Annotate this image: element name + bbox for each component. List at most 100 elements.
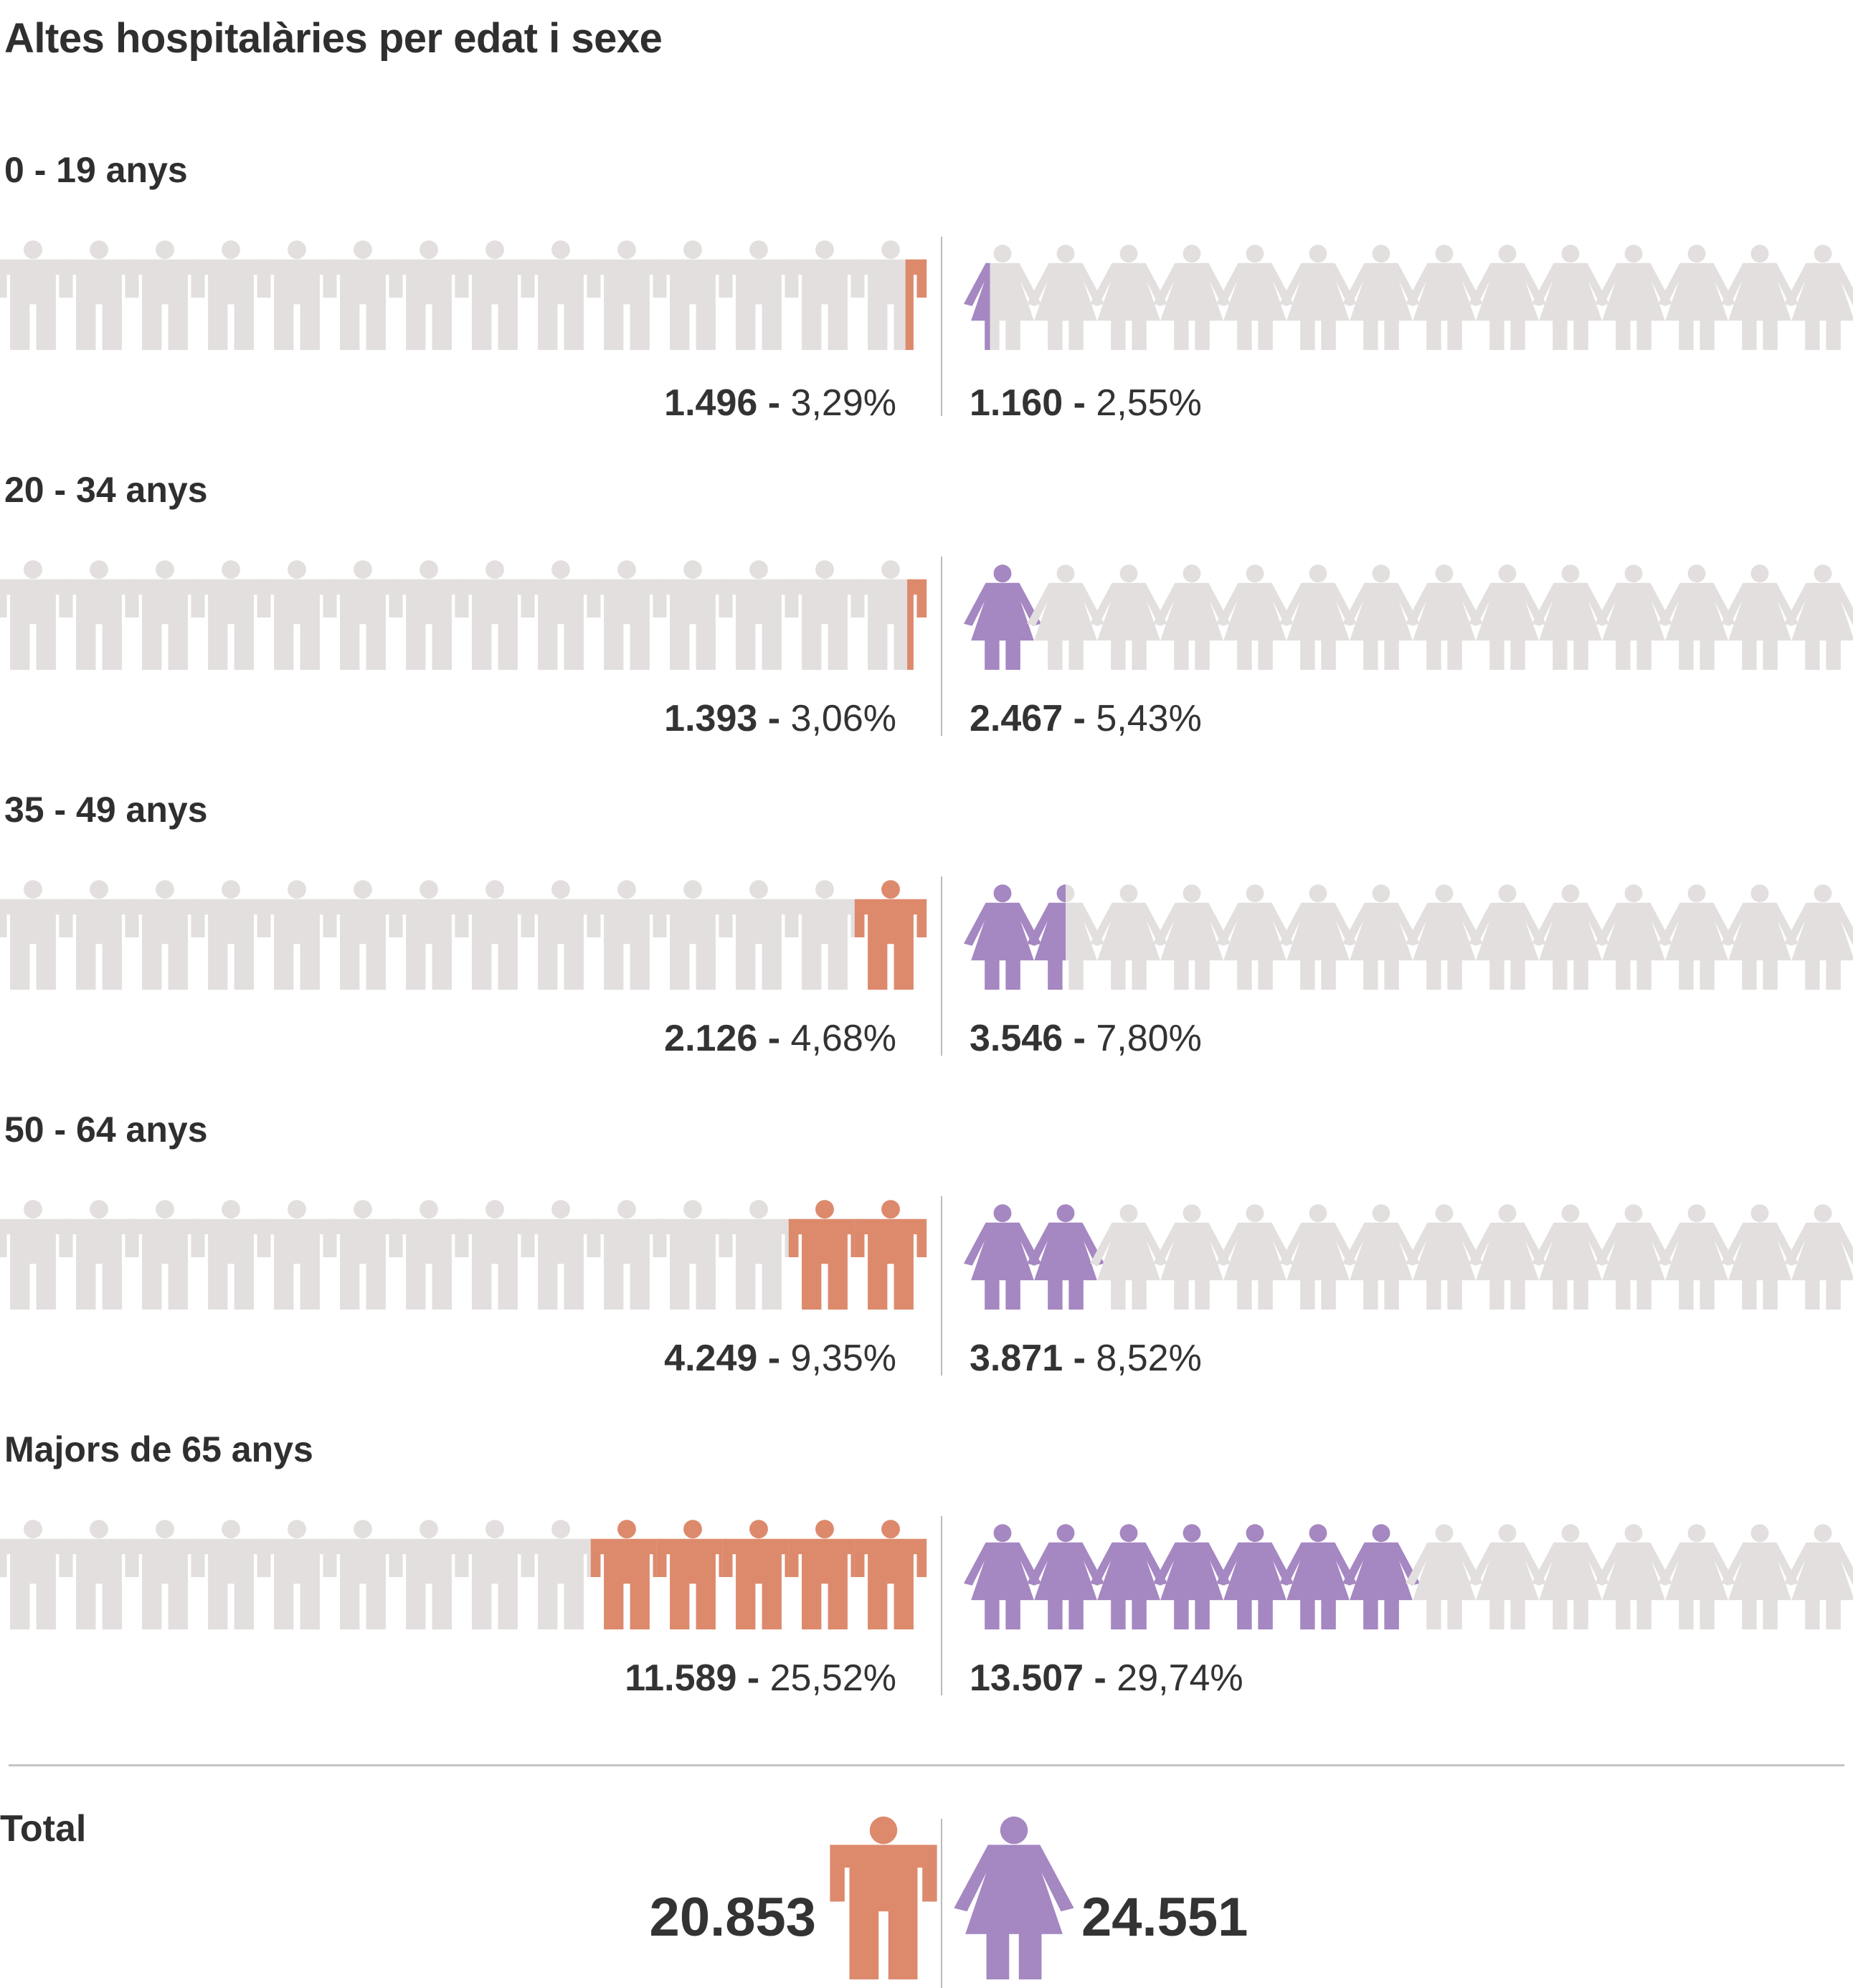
group-label-0: 0 - 19 anys — [4, 150, 188, 190]
female-icon — [1658, 245, 1735, 350]
female-icon — [964, 1204, 1041, 1310]
male-icon — [722, 880, 795, 990]
female-icon — [1153, 1524, 1231, 1629]
male-icon — [722, 240, 795, 350]
female-icon — [1532, 1204, 1609, 1310]
female-icon — [1279, 564, 1357, 670]
female-icon — [1216, 245, 1294, 350]
female-icon — [964, 564, 1041, 670]
male-icon — [392, 1200, 465, 1310]
female-icon — [1153, 884, 1231, 990]
male-icon — [128, 240, 202, 350]
male-stat-0: 1.496 - 3,29% — [664, 382, 896, 424]
icon-row-4 — [0, 1520, 1853, 1629]
male-icon — [326, 880, 399, 990]
sex-divider — [941, 1516, 942, 1695]
female-icon — [1090, 1204, 1167, 1310]
female-icon — [1279, 245, 1357, 350]
female-icon — [1216, 1524, 1294, 1629]
female-icon — [1216, 1204, 1294, 1310]
male-icon — [0, 560, 70, 670]
male-icon — [62, 240, 136, 350]
total-male-value: 20.853 — [649, 1887, 816, 1948]
female-icon — [1027, 884, 1104, 990]
female-icon — [1595, 884, 1672, 990]
male-icon — [788, 1200, 861, 1310]
male-icon — [722, 560, 795, 670]
male-icon — [62, 880, 136, 990]
female-icon — [1153, 245, 1231, 350]
female-icon — [1342, 564, 1420, 670]
female-icon — [1469, 1524, 1546, 1629]
male-icon — [392, 1520, 465, 1629]
female-icon — [1027, 564, 1104, 670]
female-stat-4: 13.507 - 29,74% — [970, 1657, 1243, 1699]
male-stat-1: 1.393 - 3,06% — [664, 698, 896, 739]
male-icon — [788, 1520, 861, 1629]
group-label-2: 35 - 49 anys — [4, 790, 208, 830]
male-icon — [326, 560, 399, 670]
male-icon — [656, 560, 729, 670]
female-icon — [1342, 884, 1420, 990]
female-icon — [1532, 884, 1609, 990]
female-icon — [1406, 1204, 1483, 1310]
sex-divider — [941, 1819, 942, 1988]
male-icon — [656, 1200, 729, 1310]
male-icon — [722, 1520, 795, 1629]
female-icon — [1027, 245, 1104, 350]
female-icon — [1595, 1524, 1672, 1629]
female-icon — [1658, 884, 1735, 990]
female-icon — [1153, 564, 1231, 670]
male-stat-4: 11.589 - 25,52% — [625, 1657, 896, 1699]
female-icon — [964, 245, 1041, 350]
sex-divider — [941, 237, 942, 416]
female-stat-0: 1.160 - 2,55% — [970, 382, 1202, 424]
group-label-1: 20 - 34 anys — [4, 470, 208, 510]
male-icon — [788, 240, 861, 350]
male-icon — [326, 240, 399, 350]
male-icon — [0, 240, 70, 350]
male-icon — [194, 880, 267, 990]
female-icon — [1784, 884, 1853, 990]
total-female-icon — [954, 1816, 1074, 1979]
female-icon — [964, 884, 1041, 990]
male-icon — [260, 240, 333, 350]
male-icon — [458, 560, 531, 670]
male-stat-3: 4.249 - 9,35% — [664, 1338, 896, 1379]
female-icon — [1658, 1524, 1735, 1629]
female-icon — [1027, 1524, 1104, 1629]
male-icon — [392, 560, 465, 670]
female-icon — [1342, 1204, 1420, 1310]
female-icon — [1721, 884, 1798, 990]
group-label-3: 50 - 64 anys — [4, 1109, 208, 1150]
male-icon — [854, 1520, 927, 1629]
icon-row-3 — [0, 1200, 1853, 1310]
male-icon — [326, 1200, 399, 1310]
female-icon — [1721, 245, 1798, 350]
female-icon — [1342, 245, 1420, 350]
male-icon — [260, 1200, 333, 1310]
male-icon — [458, 240, 531, 350]
male-icon — [458, 1200, 531, 1310]
female-icon — [964, 1524, 1041, 1629]
male-icon — [458, 1520, 531, 1629]
group-label-4: Majors de 65 anys — [4, 1429, 313, 1469]
female-icon — [1595, 1204, 1672, 1310]
female-icon — [1721, 564, 1798, 670]
male-icon — [854, 1200, 927, 1310]
chart-title: Altes hospitalàries per edat i sexe — [4, 15, 663, 62]
female-icon — [1216, 564, 1294, 670]
male-icon — [0, 1520, 70, 1629]
male-icon — [128, 880, 202, 990]
male-icon — [788, 880, 861, 990]
female-icon — [1721, 1524, 1798, 1629]
female-stat-2: 3.546 - 7,80% — [970, 1018, 1202, 1059]
male-icon — [458, 880, 531, 990]
female-icon — [1469, 564, 1546, 670]
icon-row-0 — [0, 240, 1853, 350]
male-icon — [788, 560, 861, 670]
male-icon — [260, 880, 333, 990]
female-icon — [1216, 884, 1294, 990]
female-icon — [1784, 564, 1853, 670]
female-icon — [1532, 1524, 1609, 1629]
